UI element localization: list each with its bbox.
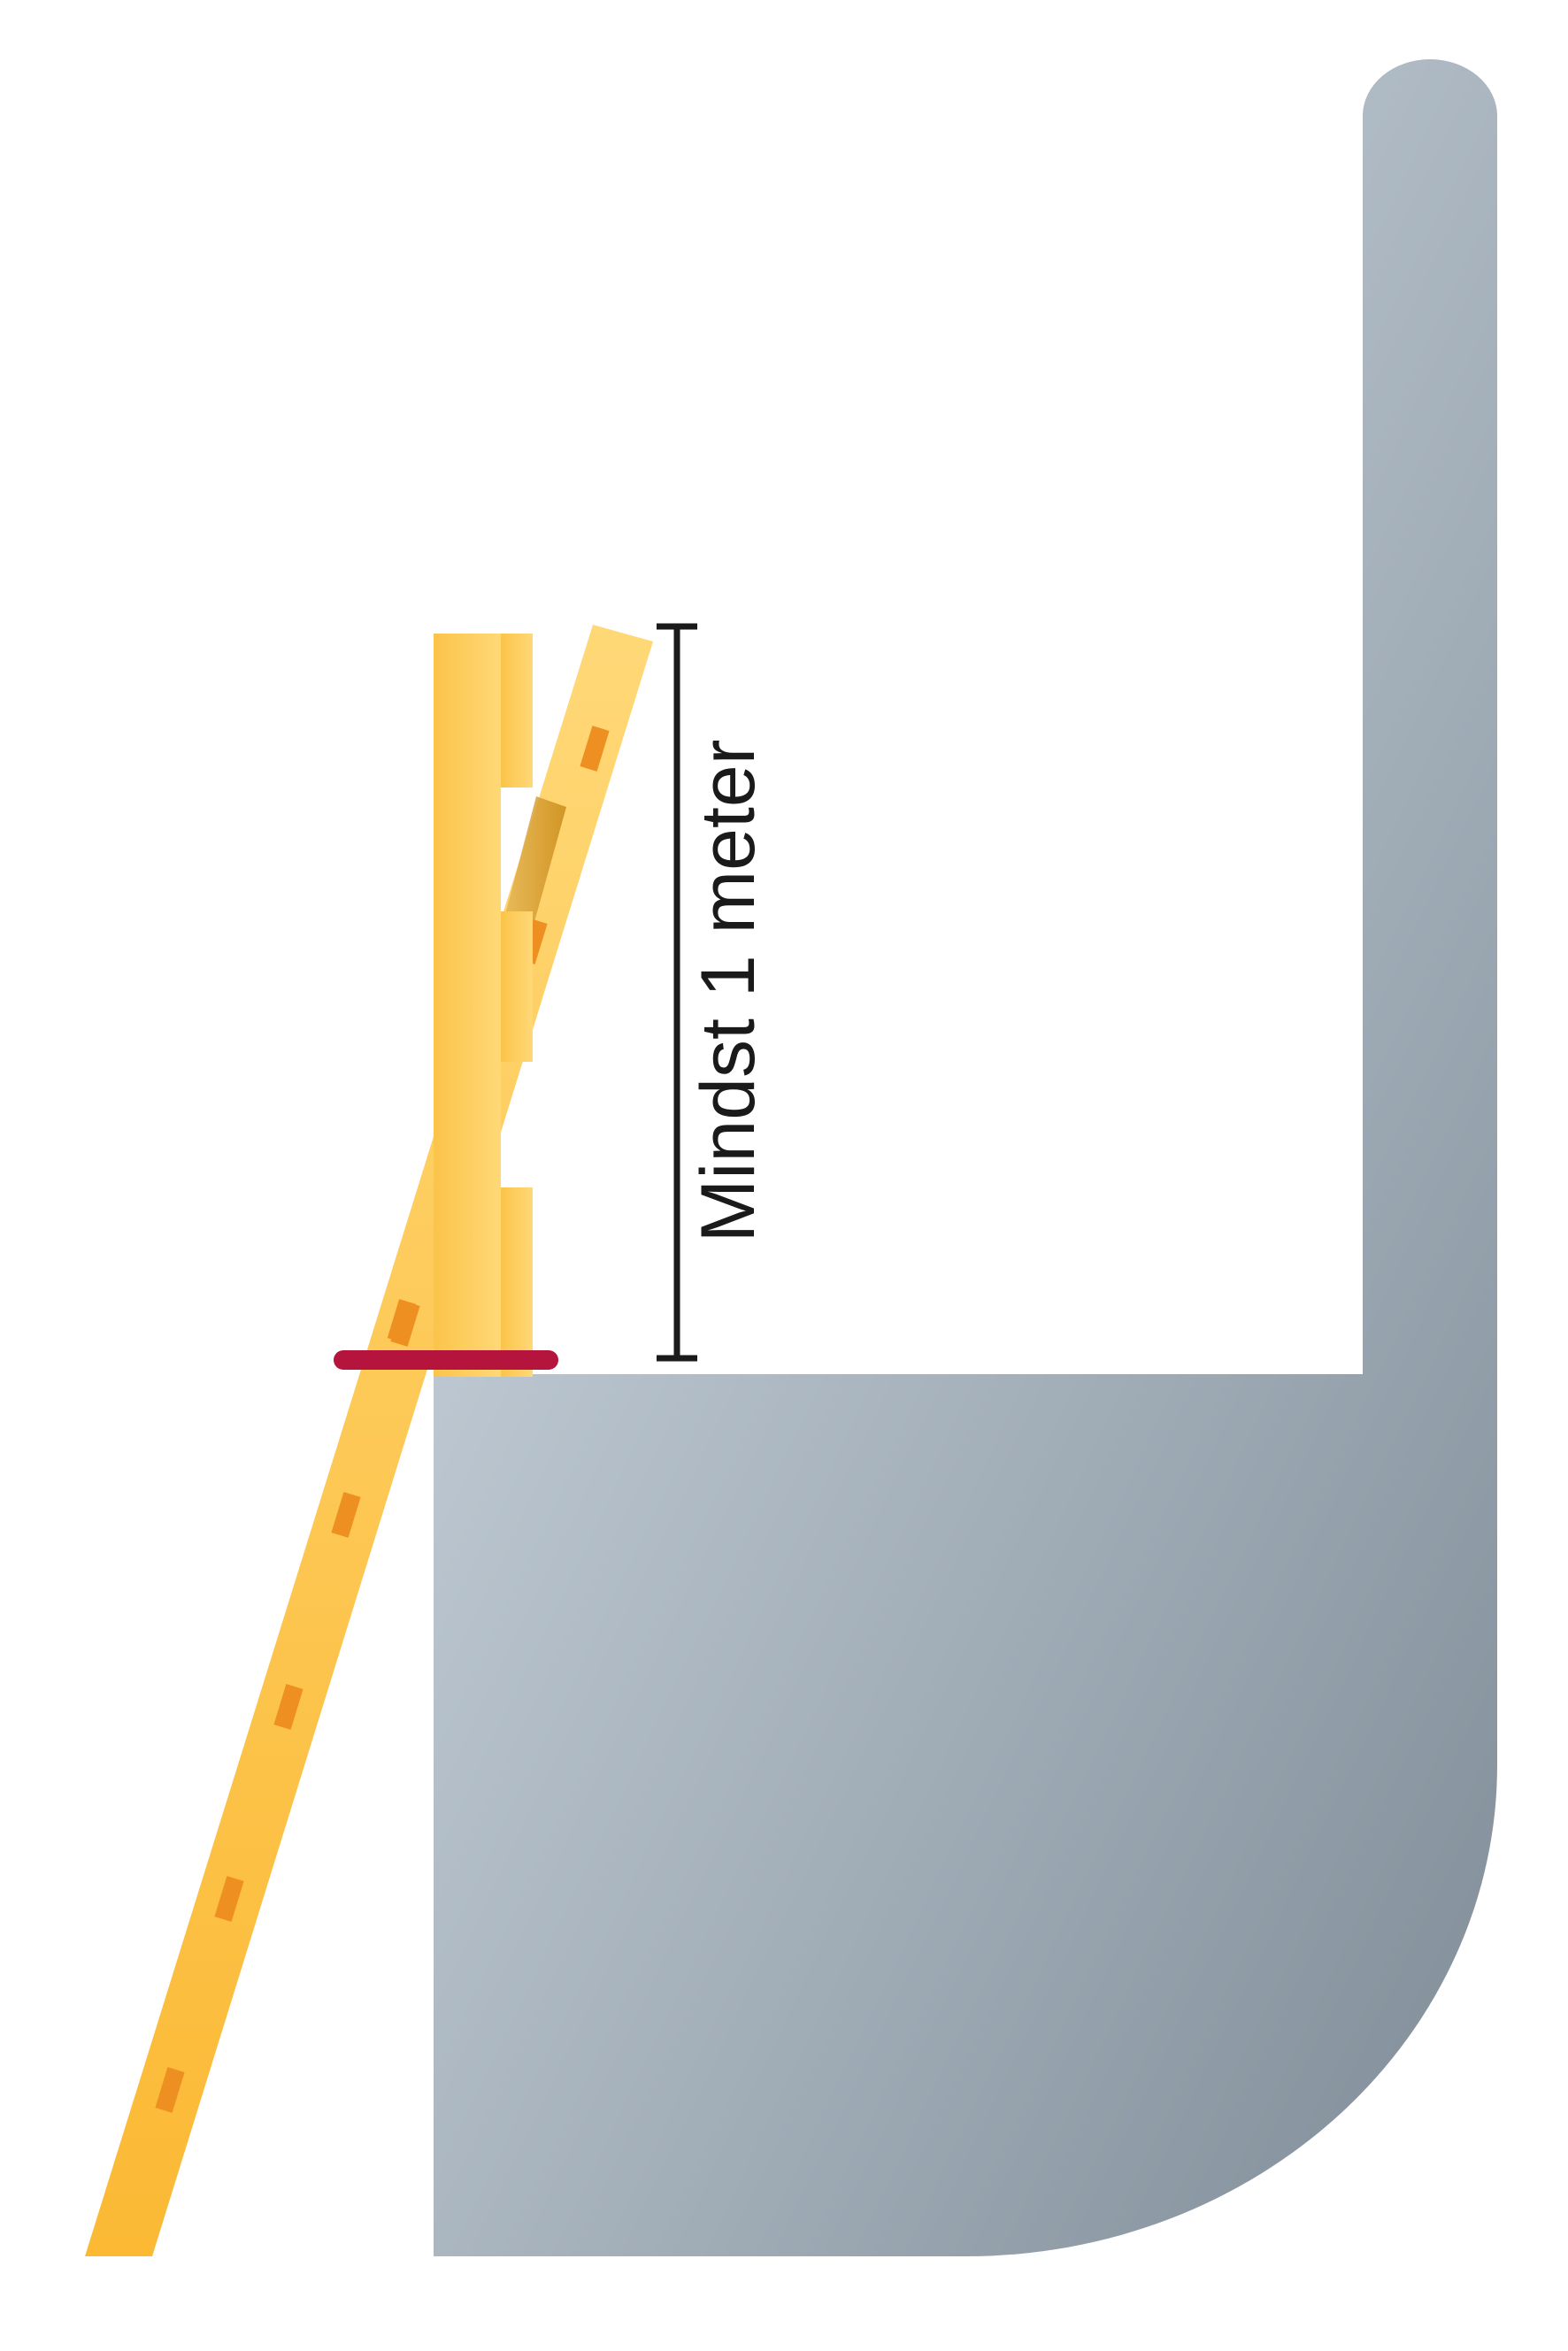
- ladder-rung: [387, 1299, 417, 1343]
- ladder-rung: [273, 1684, 304, 1730]
- building-wall: [434, 59, 1497, 2256]
- height-dimension: Mindst 1 meter: [657, 623, 771, 1362]
- upright-ladder: [387, 634, 533, 1377]
- upright-rail-front: [434, 634, 501, 1377]
- upright-step-top: [501, 634, 533, 788]
- ladder-rung: [331, 1492, 361, 1538]
- dimension-label: Mindst 1 meter: [686, 740, 771, 1243]
- ladder-rung: [580, 726, 610, 772]
- ladder-rung: [155, 2067, 185, 2113]
- wall-block: [434, 59, 1497, 2256]
- ladder-rung: [214, 1876, 244, 1922]
- upright-step-bottom: [501, 1187, 533, 1377]
- upright-step-middle: [501, 911, 533, 1062]
